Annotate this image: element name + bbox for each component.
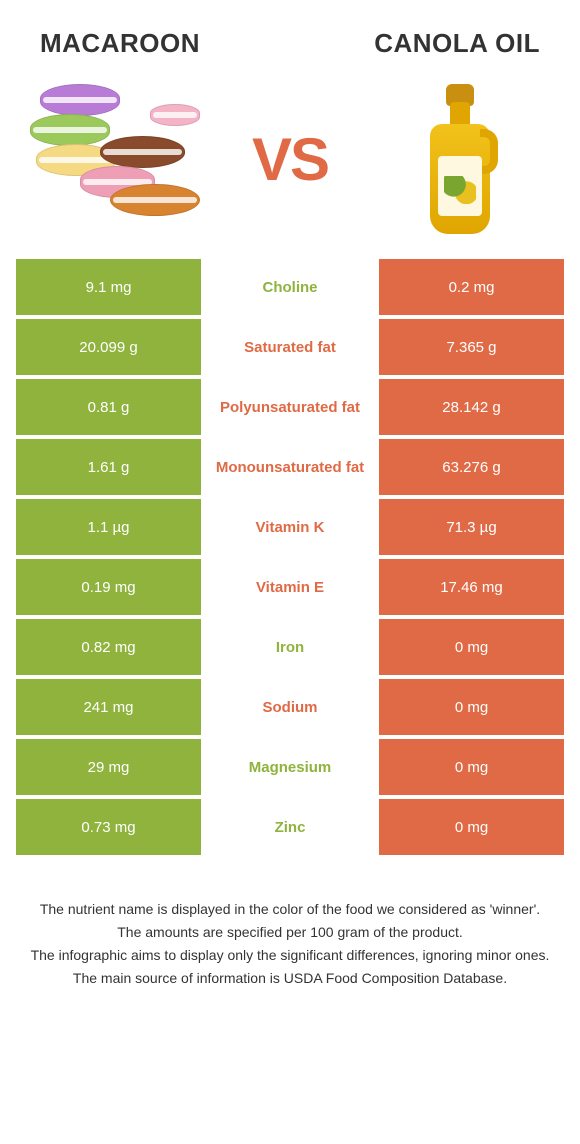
right-value: 0 mg [379,799,564,855]
footer-notes: The nutrient name is displayed in the co… [0,859,580,989]
left-value: 0.81 g [16,379,201,435]
table-row: 9.1 mgCholine0.2 mg [16,259,564,315]
left-value: 0.19 mg [16,559,201,615]
macaroon-image [30,84,210,234]
table-row: 29 mgMagnesium0 mg [16,739,564,795]
nutrient-name: Vitamin K [201,499,379,555]
left-value: 0.73 mg [16,799,201,855]
nutrient-name: Zinc [201,799,379,855]
table-row: 0.82 mgIron0 mg [16,619,564,675]
canola-oil-image [370,84,550,234]
comparison-table: 9.1 mgCholine0.2 mg20.099 gSaturated fat… [0,259,580,855]
right-food-title: Canola oil [374,28,540,59]
nutrient-name: Magnesium [201,739,379,795]
left-value: 0.82 mg [16,619,201,675]
left-food-title: Macaroon [40,28,200,59]
left-value: 20.099 g [16,319,201,375]
right-value: 0 mg [379,619,564,675]
nutrient-name: Monounsaturated fat [201,439,379,495]
table-row: 0.73 mgZinc0 mg [16,799,564,855]
images-row: VS [0,69,580,259]
header: Macaroon Canola oil [0,0,580,69]
footer-line: The amounts are specified per 100 gram o… [28,922,552,943]
nutrient-name: Saturated fat [201,319,379,375]
right-value: 63.276 g [379,439,564,495]
table-row: 0.19 mgVitamin E17.46 mg [16,559,564,615]
table-row: 1.1 µgVitamin K71.3 µg [16,499,564,555]
table-row: 241 mgSodium0 mg [16,679,564,735]
right-value: 0 mg [379,679,564,735]
table-row: 0.81 gPolyunsaturated fat28.142 g [16,379,564,435]
table-row: 1.61 gMonounsaturated fat63.276 g [16,439,564,495]
nutrient-name: Vitamin E [201,559,379,615]
table-row: 20.099 gSaturated fat7.365 g [16,319,564,375]
left-value: 1.1 µg [16,499,201,555]
left-value: 9.1 mg [16,259,201,315]
left-value: 29 mg [16,739,201,795]
right-value: 0.2 mg [379,259,564,315]
nutrient-name: Sodium [201,679,379,735]
footer-line: The nutrient name is displayed in the co… [28,899,552,920]
left-value: 241 mg [16,679,201,735]
nutrient-name: Choline [201,259,379,315]
right-value: 17.46 mg [379,559,564,615]
footer-line: The infographic aims to display only the… [28,945,552,966]
nutrient-name: Polyunsaturated fat [201,379,379,435]
right-value: 0 mg [379,739,564,795]
right-value: 71.3 µg [379,499,564,555]
left-value: 1.61 g [16,439,201,495]
nutrient-name: Iron [201,619,379,675]
right-value: 7.365 g [379,319,564,375]
vs-label: VS [252,125,328,194]
footer-line: The main source of information is USDA F… [28,968,552,989]
right-value: 28.142 g [379,379,564,435]
